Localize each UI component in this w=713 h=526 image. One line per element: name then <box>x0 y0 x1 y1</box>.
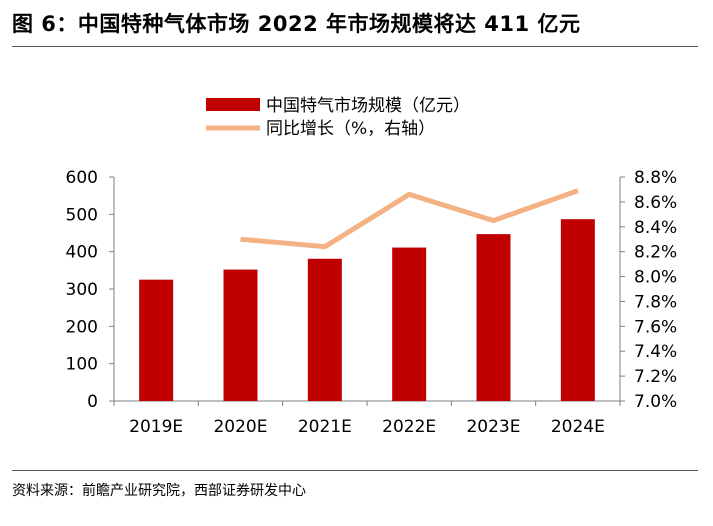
growth-line <box>240 188 579 250</box>
y-left-tick-label: 100 <box>66 355 98 375</box>
y-right-tick-label: 7.0% <box>634 392 677 412</box>
y-right-tick-label: 7.2% <box>634 367 677 387</box>
y-right-tick-label: 7.4% <box>634 342 677 362</box>
bar <box>223 269 258 401</box>
figure-title: 图 6：中国特种气体市场 2022 年市场规模将达 411 亿元 <box>12 12 581 36</box>
bar <box>392 247 427 401</box>
y-left-tick-label: 0 <box>87 392 98 412</box>
y-right-tick-label: 7.8% <box>634 292 677 312</box>
legend-label-line: 同比增长（%，右轴） <box>266 119 435 139</box>
x-tick-label: 2021E <box>298 417 352 437</box>
y-left-tick-label: 200 <box>66 317 98 337</box>
title-divider <box>12 46 698 47</box>
y-right-tick-label: 8.2% <box>634 243 677 263</box>
bar <box>307 258 342 401</box>
x-tick-label: 2023E <box>466 417 520 437</box>
bar <box>139 279 174 401</box>
legend-label-bar: 中国特气市场规模（亿元） <box>266 96 470 116</box>
y-left-tick-label: 300 <box>66 280 98 300</box>
bar <box>560 219 595 401</box>
source-divider <box>12 470 698 471</box>
legend-swatch-bar <box>206 98 260 111</box>
x-tick-label: 2019E <box>129 417 183 437</box>
x-tick-label: 2020E <box>213 417 267 437</box>
y-right-tick-label: 8.0% <box>634 268 677 288</box>
bar <box>476 234 511 401</box>
x-tick-label: 2024E <box>551 417 605 437</box>
y-left-tick-label: 400 <box>66 243 98 263</box>
y-right-tick-label: 8.4% <box>634 218 677 238</box>
market-size-chart: 0 100 200 300 400 500 600 7.0% 7.2% 7.4% 7.6% 7.8% 8… <box>66 96 678 437</box>
x-tick-label: 2022E <box>382 417 436 437</box>
y-right-tick-label: 7.6% <box>634 317 677 337</box>
y-right-tick-label: 8.8% <box>634 168 677 188</box>
y-right-tick-label: 8.6% <box>634 193 677 213</box>
y-left-tick-label: 600 <box>66 168 98 188</box>
source-note: 资料来源：前瞻产业研究院，西部证券研发中心 <box>12 483 306 499</box>
y-left-tick-label: 500 <box>66 205 98 225</box>
